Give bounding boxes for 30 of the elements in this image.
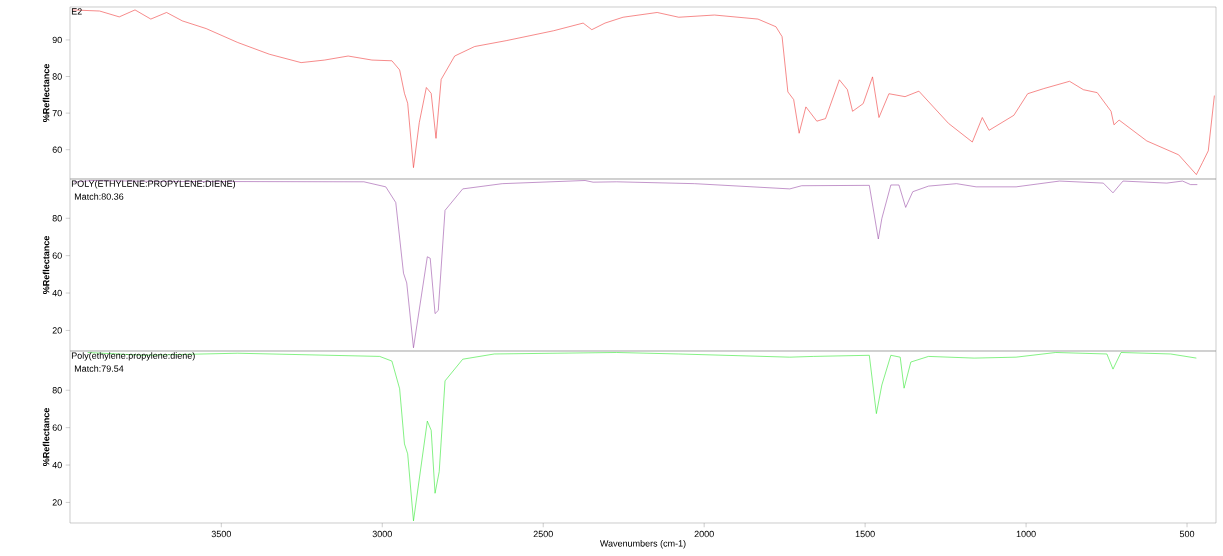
x-axis-title: Wavenumbers (cm-1) — [599, 540, 686, 549]
text: Match:80.36 — [74, 193, 124, 200]
x-tick-label: 2000 — [694, 530, 714, 538]
y-axis-title: %Reflectance — [42, 236, 50, 295]
y-axis-title: %Reflectance — [42, 64, 50, 123]
y-tick-label: 40 — [52, 461, 62, 469]
y-tick-label: 40 — [52, 289, 62, 297]
y-tick-label: 80 — [52, 73, 62, 80]
y-tick-label: 90 — [52, 36, 62, 44]
chart-title: POLY(ETHYLENE:PROPYLENE:DIENE) — [71, 180, 236, 189]
x-tick-label: 2500 — [533, 530, 553, 538]
y-tick-label: 60 — [52, 146, 62, 153]
chart-title: E2 — [71, 8, 82, 15]
y-tick-label: 80 — [52, 387, 62, 394]
y-axis-title: %Reflectance — [42, 408, 50, 467]
line-series — [73, 180, 1198, 349]
x-tick-label: 1000 — [1016, 530, 1036, 538]
line-series — [71, 9, 1215, 175]
x-tick-label: 1500 — [855, 530, 875, 538]
x-tick-label: 500 — [1179, 530, 1195, 538]
y-tick-label: 20 — [52, 327, 62, 334]
y-tick-label: 60 — [52, 252, 62, 259]
y-tick-label: 20 — [52, 499, 62, 506]
y-tick-label: 60 — [52, 424, 62, 431]
chart-title: Poly(ethylene:propylene:diene) — [71, 352, 195, 361]
y-tick-label: 80 — [52, 215, 62, 222]
y-tick-label: 70 — [52, 109, 62, 117]
x-tick-label: 3500 — [211, 530, 231, 538]
x-tick-label: 3000 — [372, 530, 392, 538]
text: Match:79.54 — [74, 365, 124, 372]
